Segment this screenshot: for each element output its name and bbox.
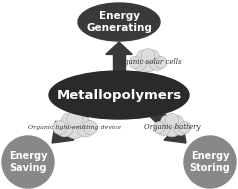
Circle shape bbox=[56, 119, 73, 137]
Circle shape bbox=[141, 49, 155, 63]
Circle shape bbox=[155, 57, 167, 68]
Circle shape bbox=[149, 56, 164, 70]
Text: Metallopolymers: Metallopolymers bbox=[56, 88, 182, 101]
Text: Energy
Generating: Energy Generating bbox=[86, 11, 152, 33]
Circle shape bbox=[179, 122, 191, 133]
Circle shape bbox=[67, 111, 83, 128]
Polygon shape bbox=[52, 121, 74, 143]
Polygon shape bbox=[150, 108, 177, 135]
Ellipse shape bbox=[78, 3, 160, 41]
Polygon shape bbox=[106, 42, 132, 54]
Polygon shape bbox=[61, 108, 88, 135]
Circle shape bbox=[53, 121, 67, 135]
Circle shape bbox=[174, 121, 188, 135]
Circle shape bbox=[62, 113, 77, 128]
Circle shape bbox=[162, 117, 182, 137]
Circle shape bbox=[147, 50, 159, 63]
Text: Organic battery: Organic battery bbox=[144, 123, 200, 131]
Circle shape bbox=[153, 122, 165, 133]
Polygon shape bbox=[113, 54, 125, 73]
Text: Energy
Saving: Energy Saving bbox=[9, 151, 47, 173]
Circle shape bbox=[184, 136, 236, 188]
Circle shape bbox=[73, 113, 89, 128]
Circle shape bbox=[156, 121, 170, 135]
Circle shape bbox=[63, 115, 87, 139]
Circle shape bbox=[138, 52, 158, 72]
Circle shape bbox=[165, 114, 179, 128]
Circle shape bbox=[129, 57, 141, 68]
Circle shape bbox=[161, 115, 174, 128]
Circle shape bbox=[137, 50, 149, 63]
Text: Energy
Storing: Energy Storing bbox=[190, 151, 230, 173]
Ellipse shape bbox=[49, 71, 189, 119]
Circle shape bbox=[2, 136, 54, 188]
Circle shape bbox=[83, 121, 97, 135]
Circle shape bbox=[77, 119, 94, 137]
Polygon shape bbox=[164, 121, 186, 143]
Circle shape bbox=[132, 56, 147, 70]
Text: Organic light-emitting device: Organic light-emitting device bbox=[28, 125, 122, 129]
Circle shape bbox=[170, 115, 183, 128]
Text: Organic solar cells: Organic solar cells bbox=[115, 58, 181, 66]
